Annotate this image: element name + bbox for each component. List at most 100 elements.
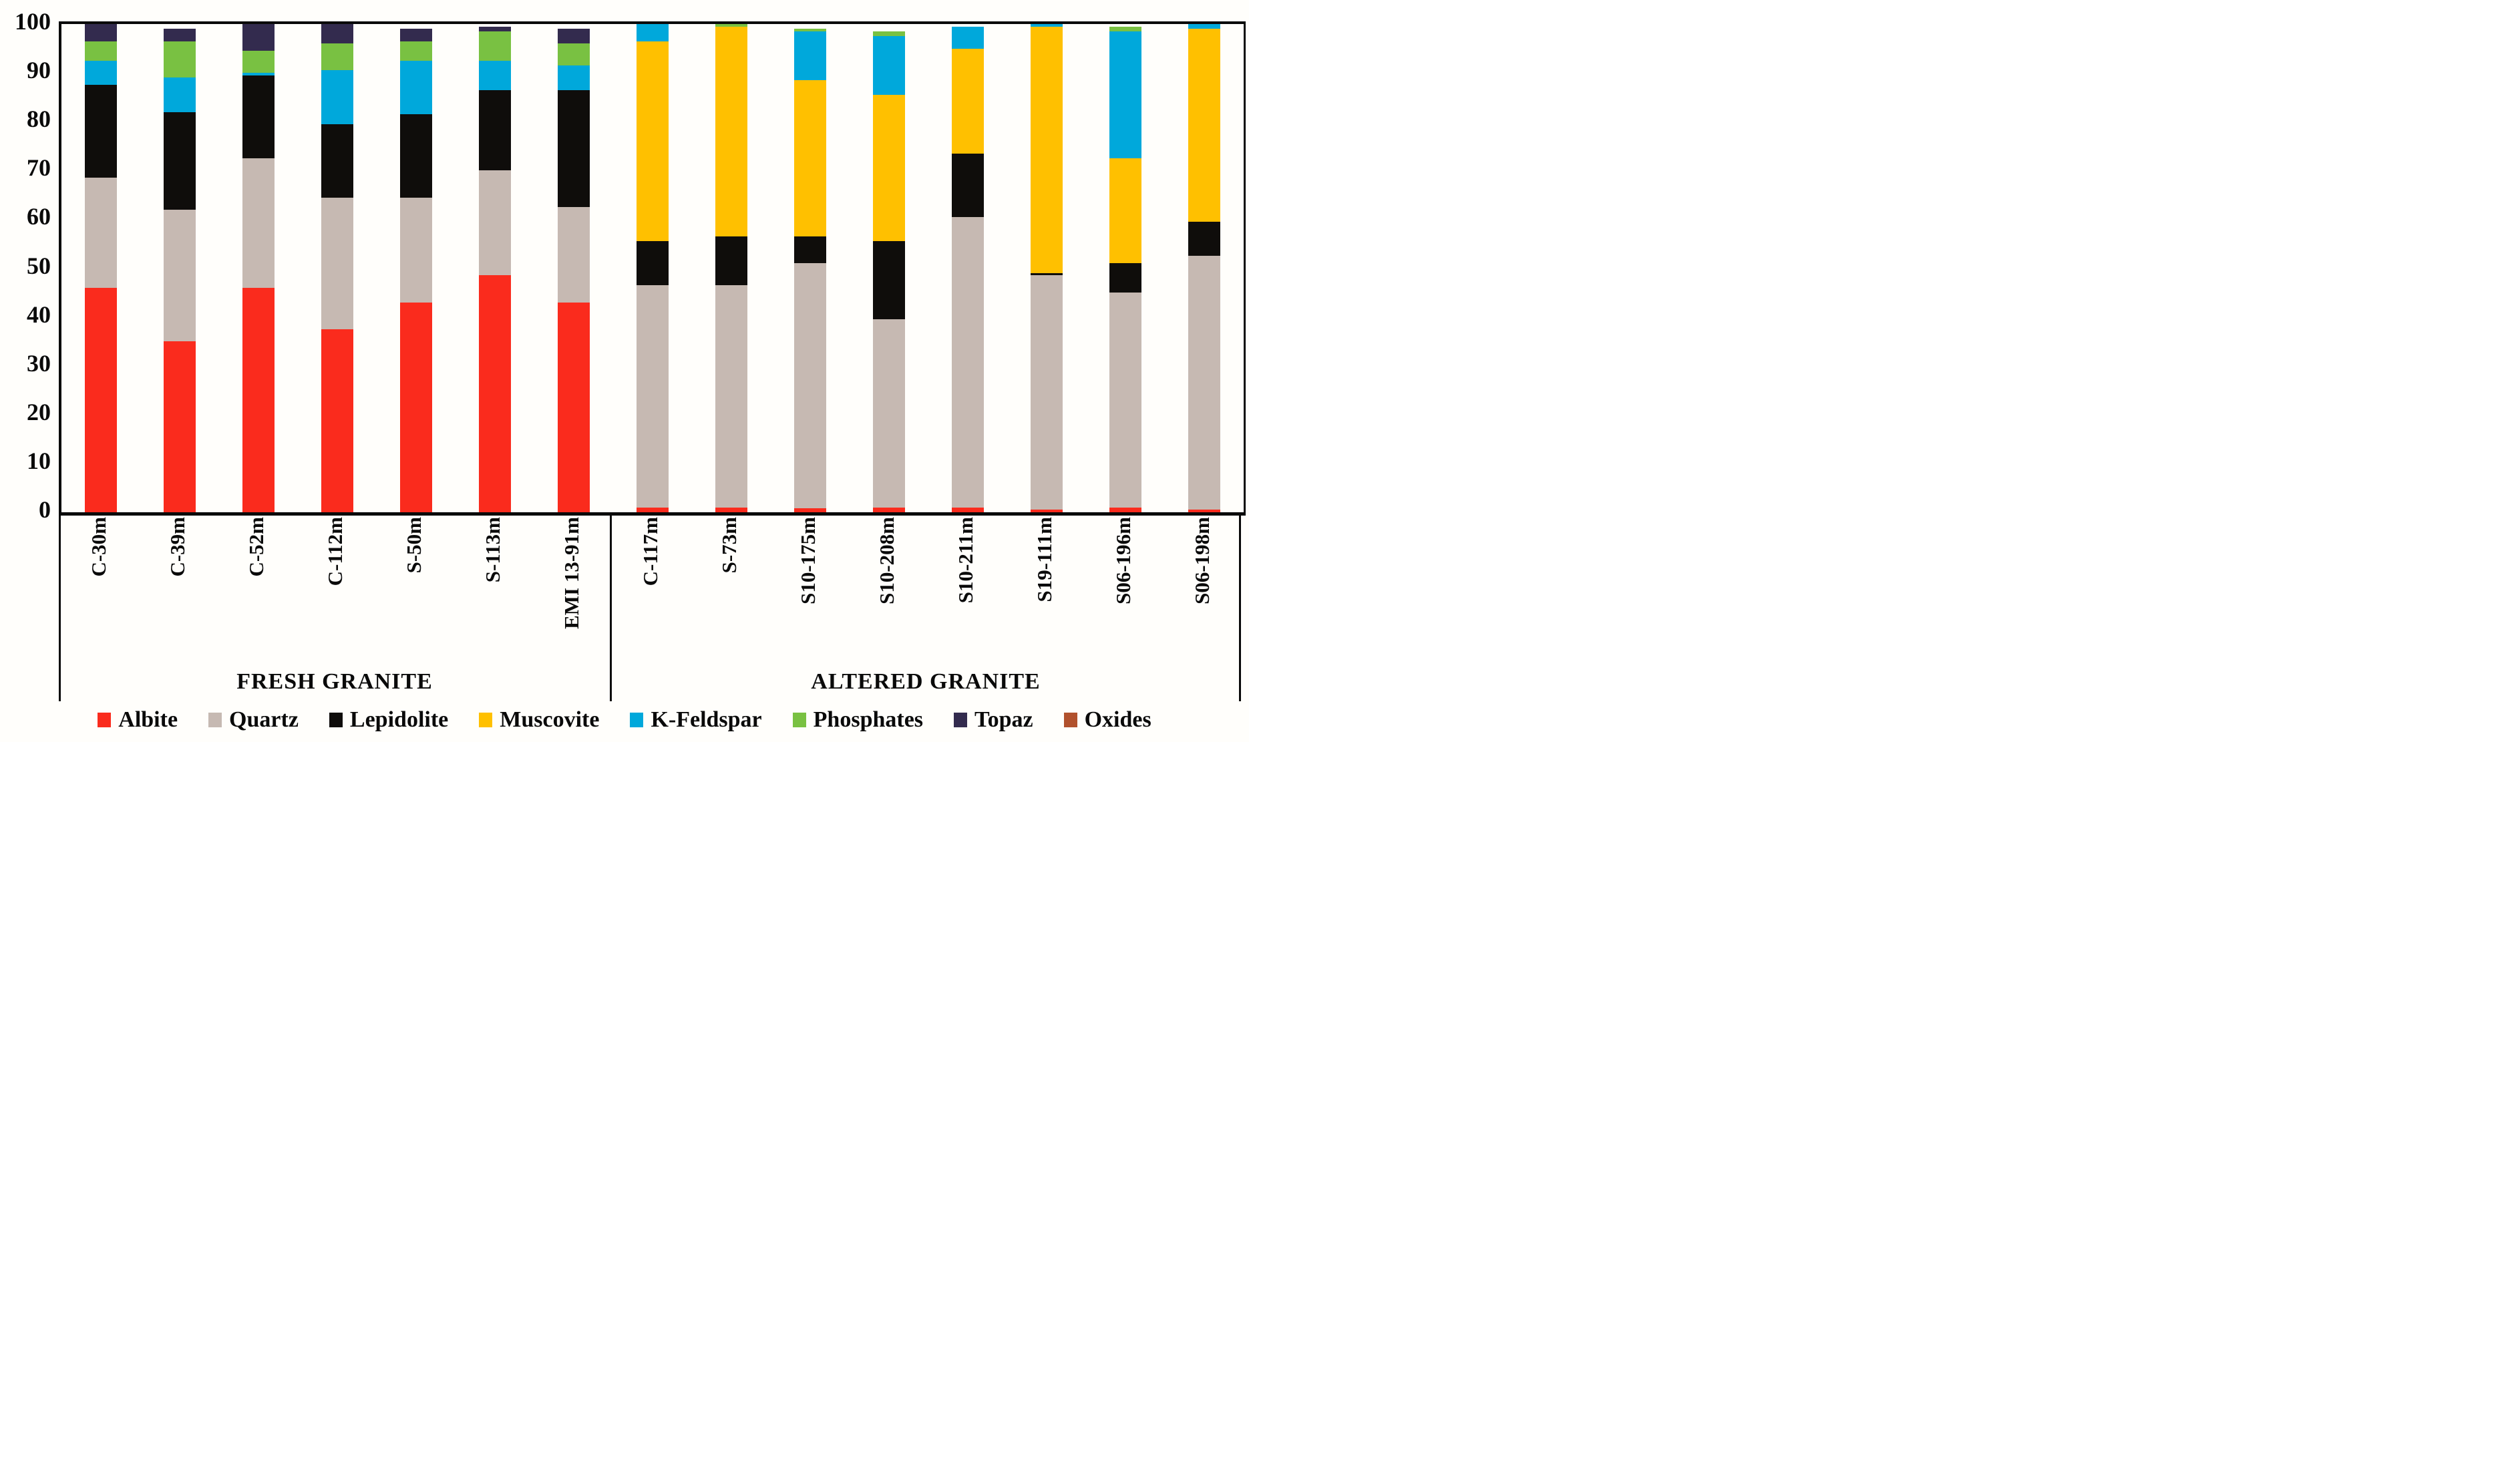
- bar-segment-albite: [873, 507, 905, 512]
- legend-label-k-feldspar: K-Feldspar: [651, 707, 762, 732]
- bar-segment-quartz: [164, 209, 196, 342]
- legend-label-oxides: Oxides: [1084, 707, 1151, 732]
- bar-C-39m: [164, 24, 196, 512]
- legend-item-topaz: Topaz: [954, 708, 1033, 732]
- group-label-altered-granite: ALTERED GRANITE: [811, 669, 1041, 694]
- bar-segment-quartz: [1031, 275, 1063, 510]
- legend-item-lepidolite: Lepidolite: [329, 708, 448, 732]
- bar-segment-lepidolite: [715, 236, 747, 286]
- bar-segment-quartz: [873, 319, 905, 508]
- bar-segment-phosphates: [558, 43, 590, 66]
- bar-segment-topaz: [242, 24, 275, 51]
- bar-C-112m: [321, 24, 353, 512]
- bar-segment-quartz: [321, 197, 353, 329]
- bar-segment-lepidolite: [952, 153, 984, 217]
- bar-C-30m: [85, 24, 117, 512]
- bar-segment-quartz: [952, 216, 984, 508]
- y-tick-label-90: 90: [27, 57, 51, 84]
- bar-segment-k-feldspar: [873, 36, 905, 95]
- bar-S-113m: [479, 24, 511, 512]
- x-axis-label-S-50m: S-50m: [402, 517, 425, 574]
- bar-segment-k-feldspar: [637, 24, 669, 41]
- bar-segment-lepidolite: [794, 236, 826, 264]
- bar-segment-albite: [952, 507, 984, 512]
- x-axis-label-C-117m: C-117m: [639, 517, 662, 586]
- y-tick-label-20: 20: [27, 398, 51, 425]
- legend-label-quartz: Quartz: [229, 707, 299, 732]
- legend-swatch-lepidolite: [329, 713, 343, 727]
- y-tick-label-100: 100: [15, 8, 51, 35]
- bar-segment-topaz: [558, 29, 590, 44]
- bar-segment-muscovite: [715, 26, 747, 236]
- category-bracket-left: [59, 513, 61, 701]
- bar-segment-quartz: [1188, 256, 1220, 510]
- legend-swatch-oxides: [1063, 713, 1077, 727]
- legend-swatch-muscovite: [479, 713, 493, 727]
- bar-segment-quartz: [558, 207, 590, 303]
- bar-segment-albite: [1031, 510, 1063, 512]
- category-bracket-right: [1239, 513, 1241, 701]
- y-tick-label-10: 10: [27, 447, 51, 474]
- bar-segment-lepidolite: [558, 89, 590, 208]
- bar-segment-muscovite: [952, 48, 984, 154]
- bar-segment-quartz: [715, 285, 747, 508]
- legend-item-quartz: Quartz: [208, 708, 299, 732]
- plot-area: [59, 21, 1246, 516]
- chart-legend: Albite Quartz Lepidolite Muscovite K-Feldspa…: [0, 703, 1249, 737]
- legend-item-phosphates: Phosphates: [792, 708, 923, 732]
- x-axis-label-S19-111m: S19-111m: [1033, 517, 1056, 602]
- bar-segment-quartz: [794, 263, 826, 509]
- bar-segment-topaz: [400, 29, 432, 41]
- x-axis-label-EMI 13-91m: EMI 13-91m: [560, 517, 583, 629]
- bar-segment-muscovite: [873, 95, 905, 242]
- x-axis-label-S10-211m: S10-211m: [954, 517, 977, 604]
- bar-segment-lepidolite: [1188, 222, 1220, 256]
- bar-C-52m: [242, 24, 275, 512]
- bar-segment-muscovite: [1031, 26, 1063, 273]
- bar-segment-quartz: [637, 285, 669, 508]
- bar-segment-albite: [164, 341, 196, 512]
- legend-label-topaz: Topaz: [974, 707, 1033, 732]
- bar-segment-phosphates: [164, 41, 196, 78]
- x-axis-label-S10-208m: S10-208m: [875, 517, 898, 604]
- bar-segment-k-feldspar: [794, 31, 826, 81]
- legend-swatch-topaz: [954, 713, 968, 727]
- bar-segment-lepidolite: [164, 112, 196, 210]
- x-axis-label-C-52m: C-52m: [244, 517, 268, 577]
- bar-segment-topaz: [164, 29, 196, 41]
- bar-segment-phosphates: [85, 41, 117, 61]
- bar-S19-111m: [1031, 24, 1063, 512]
- legend-item-muscovite: Muscovite: [479, 708, 599, 732]
- bar-segment-lepidolite: [873, 241, 905, 320]
- bar-segment-albite: [242, 287, 275, 512]
- bar-segment-albite: [1188, 510, 1220, 512]
- bar-segment-phosphates: [794, 29, 826, 31]
- bar-segment-albite: [637, 507, 669, 512]
- group-label-fresh-granite: FRESH GRANITE: [236, 669, 433, 694]
- bar-segment-albite: [400, 302, 432, 512]
- legend-item-oxides: Oxides: [1063, 707, 1151, 732]
- bar-segment-albite: [85, 287, 117, 512]
- legend-item-k-feldspar: K-Feldspar: [630, 707, 762, 732]
- legend-label-muscovite: Muscovite: [500, 707, 600, 732]
- bar-S10-208m: [873, 24, 905, 512]
- y-tick-label-0: 0: [39, 496, 51, 523]
- y-tick-label-70: 70: [27, 154, 51, 182]
- y-tick-label-50: 50: [27, 252, 51, 279]
- bar-segment-quartz: [400, 197, 432, 303]
- x-axis-label-S10-175m: S10-175m: [796, 517, 820, 604]
- x-axis-label-S-73m: S-73m: [717, 517, 741, 574]
- category-bracket-divider: [610, 513, 612, 701]
- bar-segment-lepidolite: [479, 89, 511, 171]
- x-axis-label-C-112m: C-112m: [323, 517, 347, 586]
- bar-segment-topaz: [85, 24, 117, 41]
- bar-segment-quartz: [479, 170, 511, 276]
- bar-segment-lepidolite: [85, 85, 117, 178]
- bar-segment-muscovite: [1188, 29, 1220, 222]
- legend-label-lepidolite: Lepidolite: [349, 707, 449, 732]
- y-tick-label-30: 30: [27, 349, 51, 377]
- bar-S10-175m: [794, 24, 826, 512]
- bar-segment-muscovite: [794, 80, 826, 236]
- bar-segment-lepidolite: [1031, 272, 1063, 276]
- bar-segment-k-feldspar: [242, 73, 275, 75]
